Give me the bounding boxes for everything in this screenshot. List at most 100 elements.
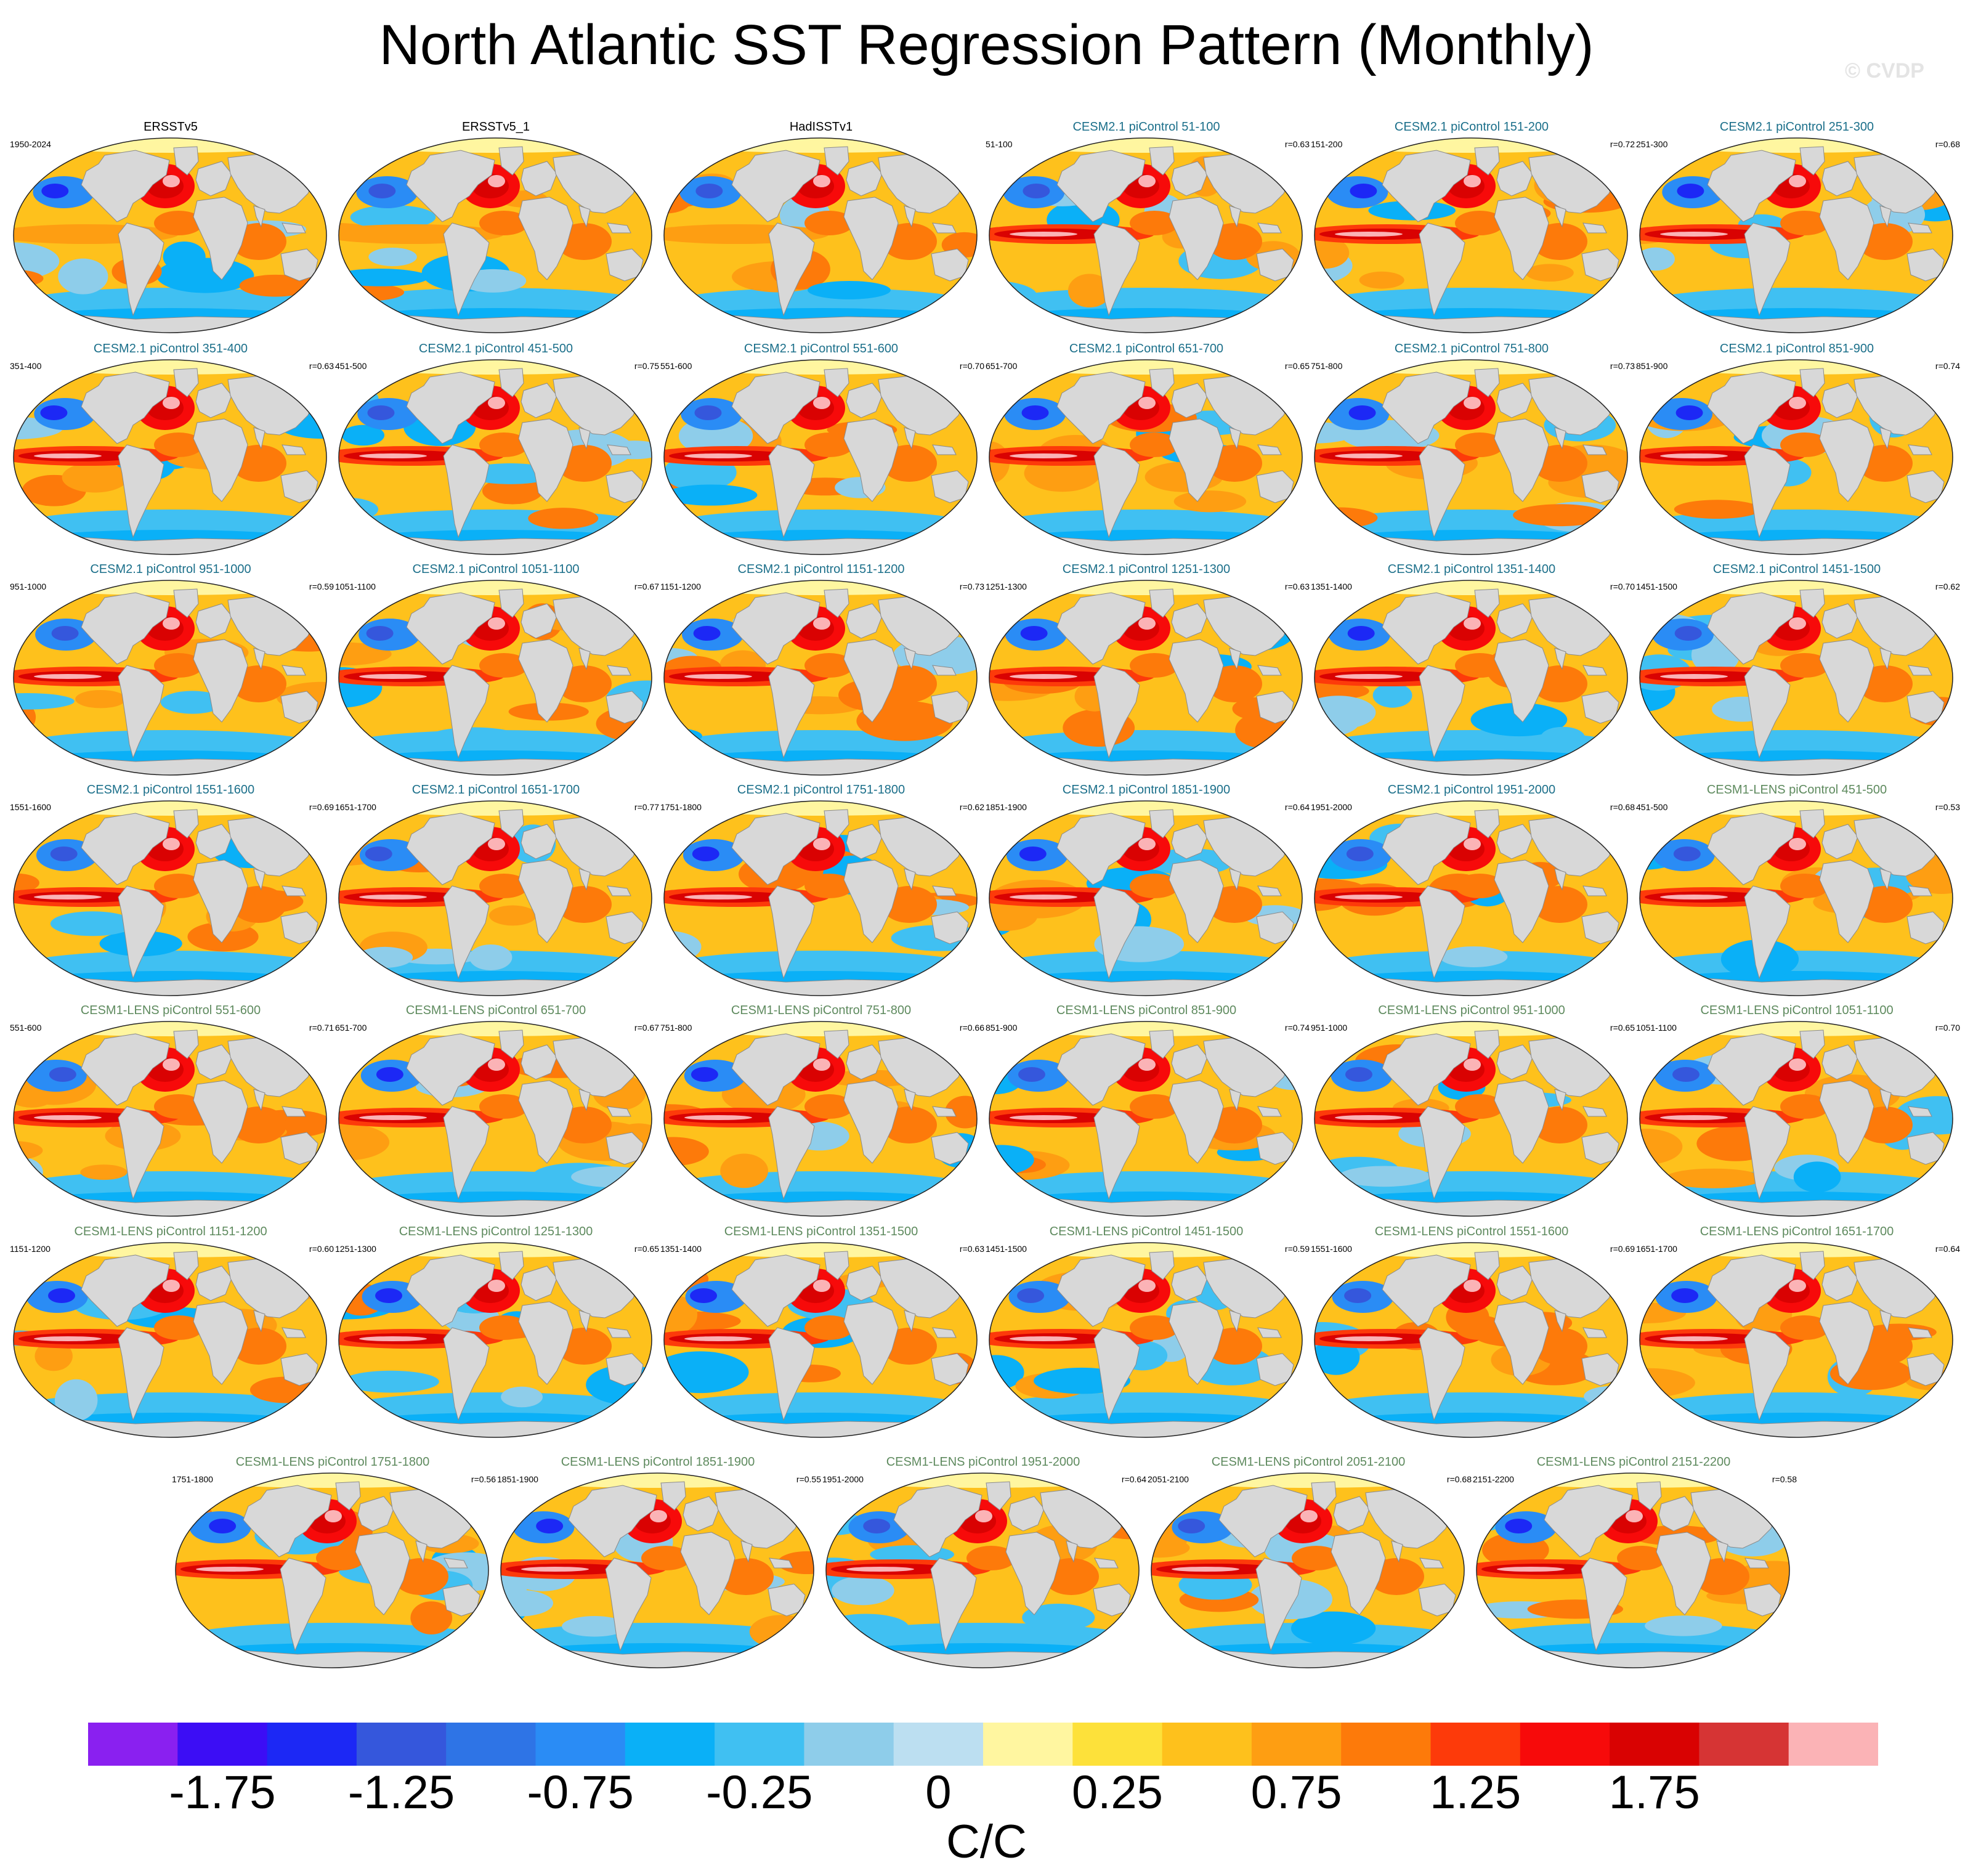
panel-title: CESM1-LENS piControl 951-1000 bbox=[1378, 1004, 1565, 1017]
north-atlantic-anomaly bbox=[1789, 617, 1806, 630]
panel-pattern-correlation: r=0.64 bbox=[1935, 1244, 1960, 1254]
land-mask bbox=[1554, 1089, 1566, 1111]
map-panel: CESM2.1 piControl 1651-1700 1651-1700 r=0.… bbox=[333, 781, 659, 1000]
land-mask bbox=[443, 665, 490, 759]
sst-anomaly-blob bbox=[1315, 1339, 1360, 1375]
north-pacific-anomaly bbox=[1674, 626, 1702, 641]
map-panel: CESM2.1 piControl 1051-1100 1051-1100 r=0.… bbox=[333, 561, 659, 779]
north-atlantic-anomaly bbox=[488, 397, 505, 409]
land-mask bbox=[1171, 161, 1208, 197]
panel-pattern-correlation: r=0.70 bbox=[1610, 582, 1635, 591]
land-mask bbox=[1093, 665, 1140, 759]
land-mask bbox=[1474, 146, 1500, 176]
land-mask bbox=[768, 222, 815, 317]
sst-regression-map bbox=[663, 359, 978, 555]
map-panel: ERSSTv5_1 bbox=[333, 118, 659, 337]
land-mask bbox=[1744, 885, 1791, 980]
north-pacific-anomaly bbox=[1019, 847, 1047, 861]
arctic-anomaly bbox=[989, 1243, 1302, 1257]
land-mask bbox=[843, 418, 899, 502]
panel-pattern-correlation: r=0.65 bbox=[634, 1244, 659, 1254]
panel-title: CESM1-LENS piControl 1051-1100 bbox=[1700, 1004, 1894, 1017]
land-mask bbox=[846, 161, 883, 197]
arctic-anomaly bbox=[1640, 580, 1953, 595]
land-mask bbox=[1311, 1481, 1337, 1511]
panel-period: 51-100 bbox=[986, 139, 1013, 149]
land-mask bbox=[1218, 1485, 1308, 1557]
arctic-anomaly bbox=[664, 360, 977, 375]
land-mask bbox=[253, 868, 265, 891]
land-mask bbox=[607, 444, 631, 455]
map-panel: CESM1-LENS piControl 2051-2100 2051-2100 r… bbox=[1145, 1453, 1472, 1672]
map-panel: CESM1-LENS piControl 1051-1100 1051-1100 r… bbox=[1634, 1002, 1960, 1220]
map-border bbox=[13, 359, 327, 555]
panel-title: CESM2.1 piControl 1751-1800 bbox=[737, 783, 905, 797]
map-panel: CESM2.1 piControl 651-700 651-700 r=0.65 bbox=[983, 340, 1310, 559]
panel-period: 751-800 bbox=[1311, 361, 1343, 371]
panel-title: CESM2.1 piControl 251-300 bbox=[1719, 120, 1874, 134]
land-mask bbox=[846, 1044, 883, 1080]
land-mask bbox=[1662, 978, 1930, 996]
land-mask bbox=[1554, 868, 1566, 891]
north-pacific-anomaly bbox=[694, 405, 722, 420]
sst-anomaly-blob bbox=[1372, 683, 1412, 708]
land-mask bbox=[1149, 1251, 1175, 1280]
map-border bbox=[663, 800, 978, 996]
land-mask bbox=[1744, 1557, 1769, 1569]
land-mask bbox=[1419, 665, 1465, 759]
map-border bbox=[175, 1472, 489, 1668]
land-mask bbox=[1419, 885, 1465, 980]
land-mask bbox=[1171, 824, 1208, 859]
land-mask bbox=[253, 1089, 265, 1111]
panel-title: CESM1-LENS piControl 1351-1500 bbox=[724, 1225, 918, 1238]
panel-title: CESM1-LENS piControl 751-800 bbox=[731, 1004, 912, 1017]
land-mask bbox=[1419, 444, 1465, 538]
panel-pattern-correlation: r=0.65 bbox=[1284, 361, 1310, 371]
tropical-pacific-anomaly bbox=[1335, 1115, 1403, 1120]
land-mask bbox=[1229, 427, 1241, 450]
tropical-atlantic-anomaly bbox=[804, 653, 854, 678]
land-mask bbox=[1093, 222, 1140, 317]
panel-period: 1751-1800 bbox=[660, 802, 702, 812]
north-atlantic-anomaly bbox=[163, 838, 180, 850]
map-panel: CESM1-LENS piControl 1351-1500 1351-1400 r… bbox=[658, 1223, 984, 1442]
tropical-atlantic-anomaly bbox=[1780, 211, 1829, 235]
land-mask bbox=[406, 592, 495, 665]
map-panel: CESM1-LENS piControl 1451-1500 1451-1500 r… bbox=[983, 1223, 1310, 1442]
land-mask bbox=[824, 368, 849, 397]
panel-period: 2151-2200 bbox=[1473, 1474, 1514, 1484]
land-mask bbox=[406, 150, 495, 222]
land-mask bbox=[518, 418, 573, 502]
land-mask bbox=[1656, 1532, 1711, 1615]
map-panel: CESM2.1 piControl 351-400 351-400 r=0.63 bbox=[7, 340, 334, 559]
arctic-anomaly bbox=[664, 1243, 977, 1257]
land-mask bbox=[904, 205, 916, 228]
land-mask bbox=[660, 1481, 686, 1511]
colorbar bbox=[88, 1723, 1878, 1766]
land-mask bbox=[1094, 1557, 1119, 1569]
land-mask bbox=[932, 1327, 957, 1338]
sst-regression-map bbox=[989, 137, 1303, 333]
north-pacific-anomaly bbox=[41, 184, 69, 198]
land-mask bbox=[173, 1029, 199, 1059]
sst-anomaly-blob bbox=[1339, 1166, 1430, 1187]
arctic-anomaly bbox=[664, 580, 977, 595]
land-mask bbox=[443, 222, 490, 317]
land-mask bbox=[1419, 1106, 1465, 1200]
land-mask bbox=[986, 1481, 1011, 1511]
colorbar-box bbox=[446, 1723, 536, 1766]
land-mask bbox=[1494, 1080, 1549, 1164]
sst-regression-map bbox=[338, 137, 652, 333]
arctic-anomaly bbox=[339, 1243, 652, 1257]
panel-pattern-correlation: r=0.68 bbox=[1935, 139, 1960, 149]
land-mask bbox=[1056, 1254, 1146, 1327]
land-mask bbox=[1879, 1310, 1892, 1333]
land-mask bbox=[406, 1254, 495, 1327]
north-pacific-anomaly bbox=[1023, 184, 1050, 198]
tropical-atlantic-anomaly bbox=[1455, 874, 1504, 898]
land-mask bbox=[607, 1106, 631, 1117]
north-atlantic-anomaly bbox=[488, 175, 505, 187]
sst-anomaly-blob bbox=[1315, 237, 1350, 269]
land-mask bbox=[932, 665, 957, 676]
land-mask bbox=[843, 1080, 899, 1164]
